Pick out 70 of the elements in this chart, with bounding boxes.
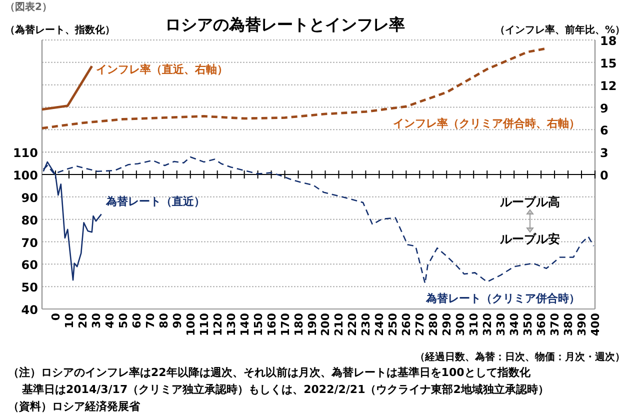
x-tick-label: 390	[576, 312, 589, 336]
x-tick-label: 280	[427, 312, 440, 336]
x-tick-label: 40	[103, 312, 116, 328]
x-tick-label: 330	[494, 312, 508, 336]
x-tick-label: 310	[468, 312, 481, 336]
series-label: インフレ率（直近、右軸）	[96, 63, 228, 76]
x-tick-label: 50	[116, 312, 130, 328]
y-tick-label: 110	[12, 146, 38, 160]
text: （資料）ロシア経済発展省	[8, 400, 141, 413]
x-tick-label: 150	[252, 312, 265, 336]
y2-tick-label: 0	[600, 168, 608, 182]
x-tick-label: 240	[373, 312, 386, 336]
series-label: インフレ率（クリミア併合時、右軸）	[393, 117, 580, 130]
x-tick-label: 90	[170, 312, 184, 328]
y-tick-label: 80	[21, 213, 38, 228]
y-tick-label: 100	[12, 168, 38, 182]
x-tick-label: 60	[130, 312, 144, 328]
x-tick-label: 200	[319, 312, 332, 336]
annotation: ルーブル高	[499, 195, 560, 209]
x-tick-label: 180	[292, 312, 306, 336]
y2-axis-title: （インフレ率、前年比、%）	[494, 24, 625, 36]
x-tick-label: 270	[414, 312, 427, 336]
x-tick-label: 20	[76, 312, 90, 328]
x-tick-label: 260	[400, 312, 414, 336]
y-tick-label: 40	[21, 303, 38, 317]
y-tick-label: 50	[21, 280, 38, 295]
x-tick-label: 370	[548, 312, 562, 336]
chart-title: ロシアの為替レートとインフレ率	[165, 15, 405, 34]
x-tick-label: 230	[360, 312, 373, 336]
x-tick-label: 400	[589, 312, 602, 336]
x-tick-label: 300	[454, 312, 468, 336]
x-tick-label: 10	[62, 312, 76, 328]
text: （注）ロシアのインフレ率は22年以降は週次、それ以前は月次、為替レートは基準日を100として指数化	[8, 366, 532, 379]
x-tick-label: 220	[346, 312, 360, 336]
series-label: 為替レート（直近）	[105, 195, 205, 208]
x-tick-label: 100	[184, 312, 198, 336]
y2-tick-label: 12	[600, 78, 617, 93]
x-tick-label: 320	[481, 312, 494, 336]
x-tick-label: 140	[238, 312, 252, 336]
y2-tick-label: 3	[600, 146, 608, 160]
x-tick-label: 360	[535, 312, 548, 336]
y-tick-label: 70	[21, 236, 38, 250]
y2-tick-label: 9	[600, 101, 608, 116]
x-tick-label: 30	[90, 312, 103, 328]
annotation: ルーブル安	[499, 232, 560, 246]
x-tick-label: 120	[211, 312, 224, 336]
y-axis-title: （為替レート、指数化）	[5, 24, 115, 36]
text: （図表2）	[5, 1, 52, 13]
y2-tick-label: 18	[600, 34, 617, 48]
y-tick-label: 60	[21, 258, 38, 272]
x-tick-label: 0	[49, 312, 62, 321]
y-tick-label: 90	[21, 190, 38, 205]
x-tick-label: 340	[508, 312, 522, 336]
x-tick-label: 170	[278, 312, 292, 336]
x-tick-label: 160	[265, 312, 278, 336]
series-label: 為替レート（クリミア併合時）	[425, 292, 580, 305]
x-tick-label: 350	[522, 312, 535, 336]
x-tick-label: 190	[306, 312, 319, 336]
y2-tick-label: 6	[600, 124, 608, 138]
x-tick-label: 70	[144, 312, 157, 328]
x-tick-label: 250	[386, 312, 400, 336]
text: 基準日は2014/3/17（クリミア独立承認時）もしくは、2022/2/21（ウクライナ東部2地域独立承認時）	[21, 383, 549, 396]
x-tick-label: 290	[440, 312, 454, 336]
x-tick-label: 210	[332, 312, 346, 336]
x-tick-label: 130	[224, 312, 238, 336]
y2-tick-label: 15	[600, 56, 617, 70]
x-tick-label: 380	[562, 312, 576, 336]
x-tick-label: 80	[157, 312, 170, 328]
x-axis-title: （経過日数、為替：日次、物価：月次・週次）	[415, 351, 625, 363]
x-tick-label: 110	[198, 312, 211, 336]
